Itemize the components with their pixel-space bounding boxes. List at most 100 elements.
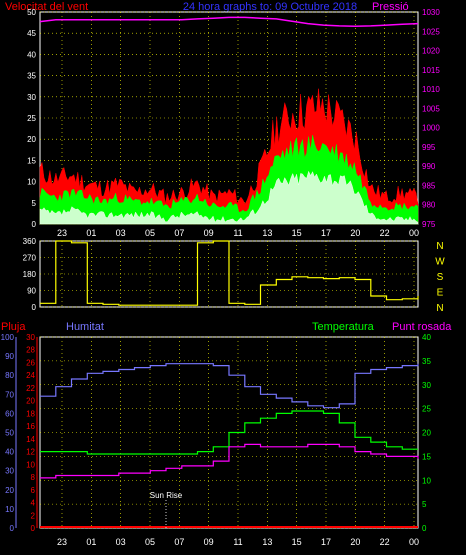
pressure-tick-label: 1000 [422,124,440,133]
rain-tick-label: 6 [31,486,36,495]
rain-tick-label: 30 [26,333,35,342]
wind-tick-label: 5 [32,199,37,208]
wind-tick-label: 35 [27,72,36,81]
dew-point-label: Punt rosada [392,321,452,333]
time-tick-label: 13 [262,537,272,547]
time-tick-label: 15 [292,228,302,238]
wind-tick-label: 20 [27,135,36,144]
temperature-tick-label: 0 [422,524,427,533]
pressure-tick-label: 975 [422,220,436,229]
humidity-tick-label: 70 [5,390,14,399]
humidity-tick-label: 30 [5,467,14,476]
humidity-tick-label: 20 [5,486,14,495]
humidity-tick-label: 40 [5,448,14,457]
wind-tick-label: 45 [27,29,36,38]
rain-tick-label: 24 [26,371,35,380]
wind-low-area [39,170,419,225]
rain-tick-label: 14 [26,435,35,444]
time-tick-label: 03 [116,228,126,238]
time-tick-label: 22 [380,537,390,547]
wind-tick-label: 25 [27,114,36,123]
humidity-tick-label: 100 [1,333,15,342]
rain-tick-label: 4 [31,499,36,508]
humidity-tick-label: 10 [5,505,14,514]
humidity-tick-label: 60 [5,409,14,418]
time-tick-label: 20 [350,228,360,238]
pressure-tick-label: 985 [422,181,436,190]
temperature-tick-label: 40 [422,333,431,342]
time-tick-label: 07 [174,228,184,238]
time-tick-label: 00 [409,537,419,547]
time-tick-label: 13 [262,228,272,238]
pressure-tick-label: 1010 [422,85,440,94]
pressure-tick-label: 1005 [422,104,440,113]
time-tick-label: 17 [321,228,331,238]
time-tick-label: 09 [204,537,214,547]
compass-label: N [436,241,443,252]
temperature-tick-label: 20 [422,429,431,438]
time-tick-label: 20 [350,537,360,547]
direction-tick-label: 270 [23,254,37,263]
pressure-tick-label: 980 [422,201,436,210]
time-tick-label: 22 [380,228,390,238]
wind-tick-label: 15 [27,156,36,165]
time-tick-label: 05 [145,228,155,238]
time-tick-label: 00 [409,228,419,238]
humidity-tick-label: 90 [5,352,14,361]
temperature-tick-label: 10 [422,476,431,485]
temperature-tick-label: 5 [422,500,427,509]
rain-tick-label: 20 [26,397,35,406]
direction-tick-label: 90 [27,287,36,296]
dew-point-line [40,443,419,479]
rain-tick-label: 2 [31,511,36,520]
humidity-tick-label: 80 [5,371,14,380]
temperature-tick-label: 25 [422,405,431,414]
compass-label: E [437,288,444,299]
wind-tick-label: 40 [27,50,36,59]
time-tick-label: 09 [204,228,214,238]
pressure-tick-label: 1030 [422,8,440,17]
humidity-tick-label: 50 [5,429,14,438]
time-tick-label: 23 [57,537,67,547]
rain-tick-label: 10 [26,460,35,469]
rain-tick-label: 12 [26,448,35,457]
pressure-tick-label: 1025 [422,27,440,36]
pressure-line [39,16,419,28]
humidity-label: Humitat [66,321,104,333]
direction-tick-label: 180 [23,270,37,279]
rain-tick-label: 16 [26,422,35,431]
pressure-tick-label: 990 [422,162,436,171]
compass-label: W [435,257,445,268]
temperature-label: Temperatura [312,321,375,333]
rain-tick-label: 22 [26,384,35,393]
temperature-tick-label: 15 [422,452,431,461]
wind-tick-label: 10 [27,178,36,187]
rain-label: Pluja [1,321,26,333]
rain-tick-label: 18 [26,409,35,418]
rain-tick-label: 0 [31,524,36,533]
time-tick-label: 23 [57,228,67,238]
rain-tick-label: 8 [31,473,36,482]
time-tick-label: 05 [145,537,155,547]
time-tick-label: 17 [321,537,331,547]
pressure-tick-label: 1020 [422,47,440,56]
pressure-tick-label: 1015 [422,66,440,75]
rain-tick-label: 28 [26,346,35,355]
time-tick-label: 15 [292,537,302,547]
sunrise-label: Sun Rise [150,491,183,500]
time-tick-label: 01 [86,537,96,547]
temperature-tick-label: 35 [422,357,431,366]
humidity-line [40,363,419,409]
rain-tick-label: 26 [26,358,35,367]
direction-tick-label: 0 [32,303,37,312]
time-tick-label: 11 [233,537,242,547]
time-tick-label: 07 [174,537,184,547]
wind-direction-line [40,240,419,306]
time-tick-label: 01 [86,228,96,238]
chart-date-label: 24 hora graphs to: 09 Octubre 2018 [183,1,357,13]
wind-speed-label: Velocitat del vent [5,1,88,13]
wind-tick-label: 0 [32,220,37,229]
time-tick-label: 11 [233,228,242,238]
direction-tick-label: 360 [23,237,37,246]
